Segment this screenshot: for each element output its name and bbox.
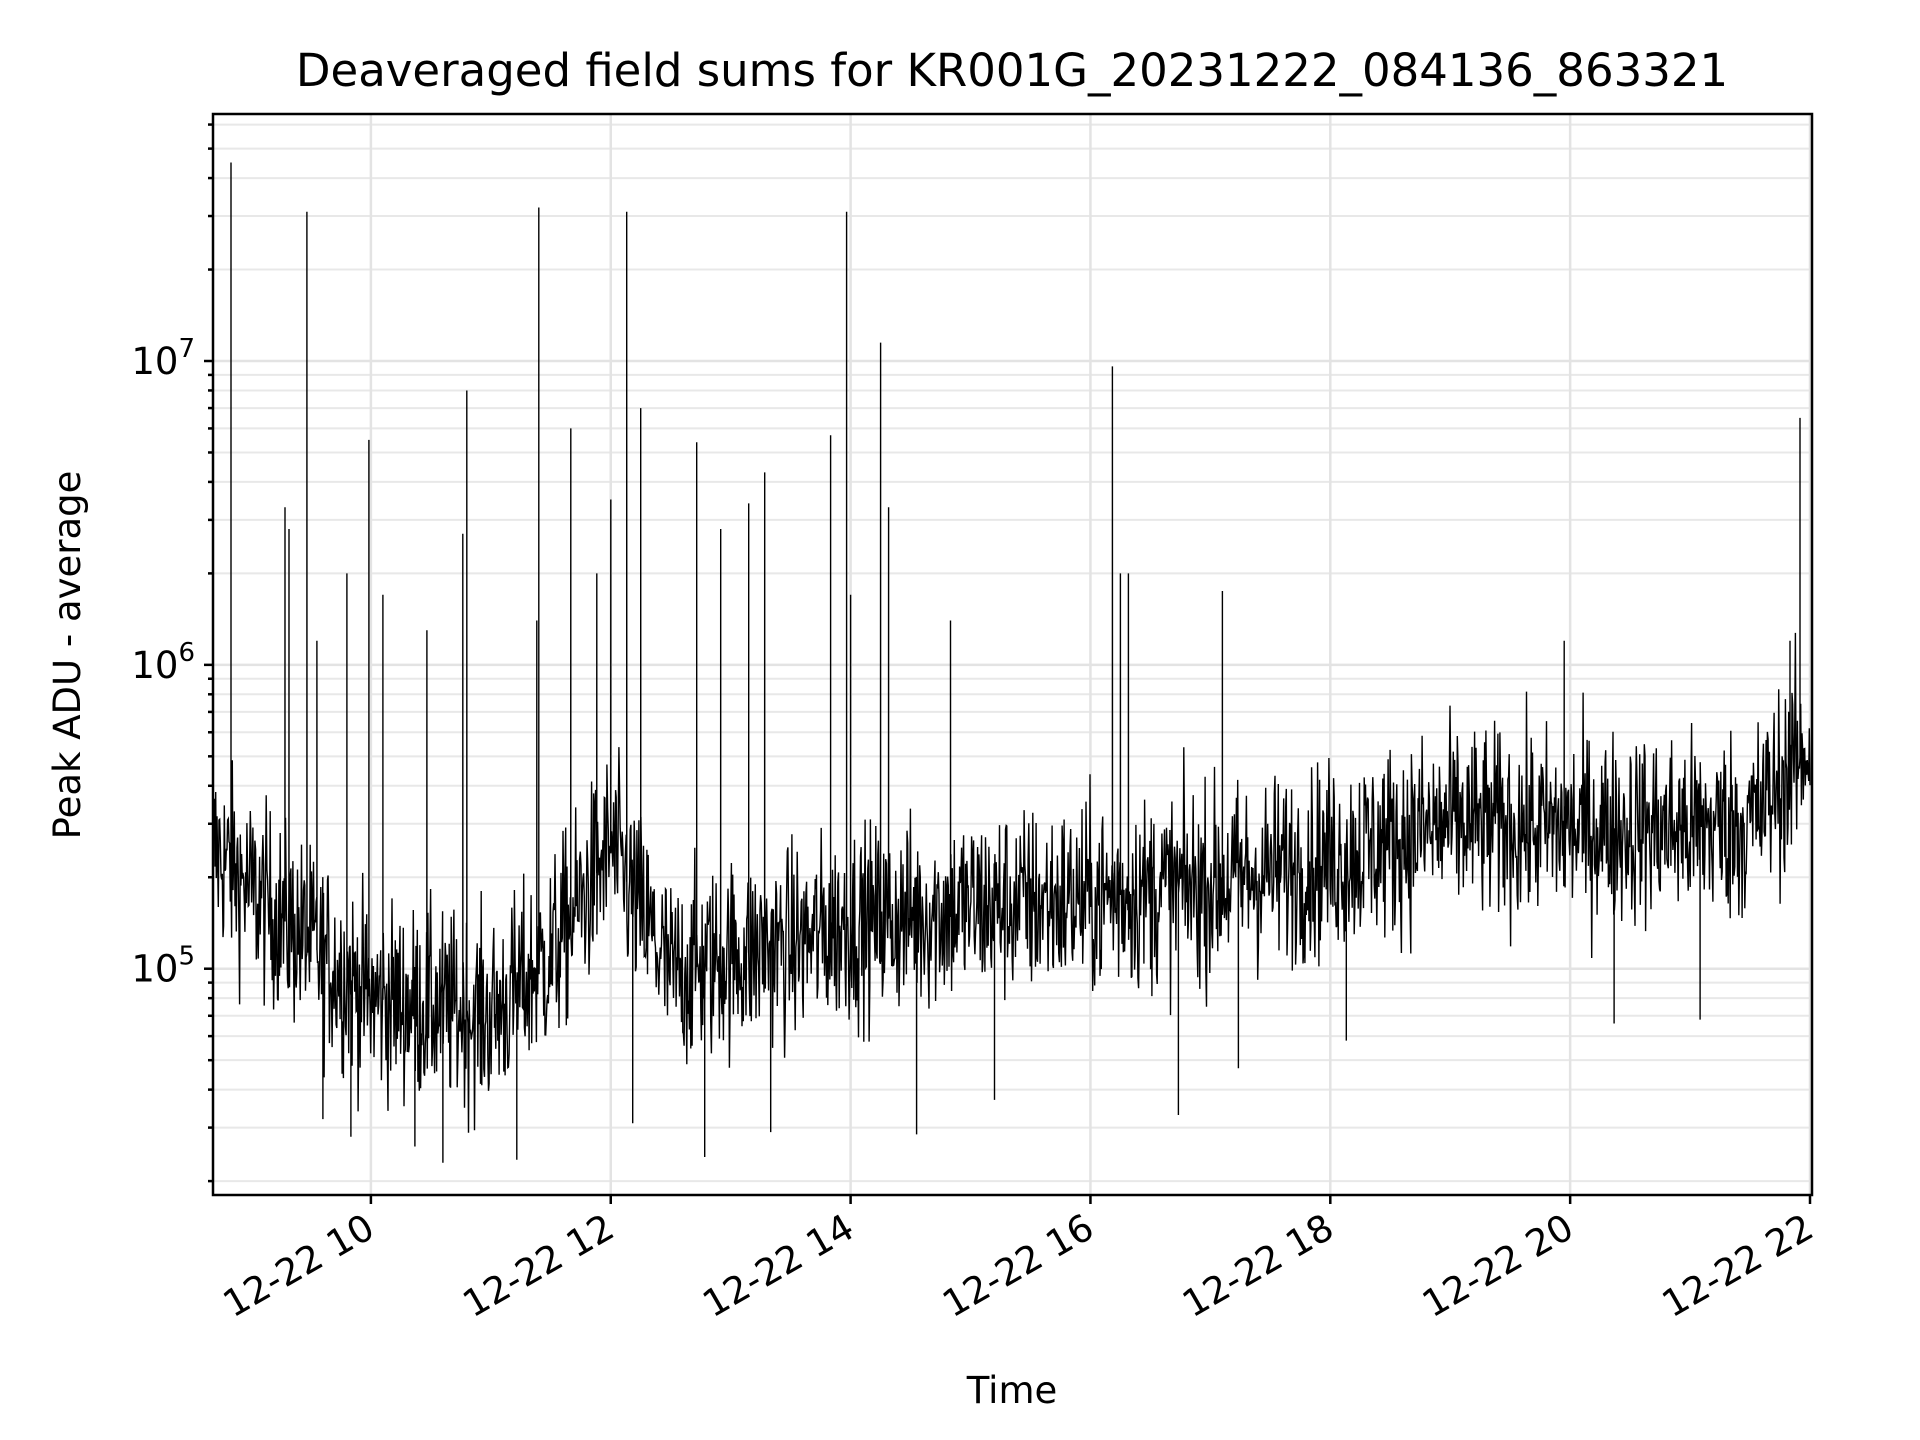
series xyxy=(212,162,1811,1163)
series-line xyxy=(212,162,1811,1163)
y-axis-label: Peak ADU - average xyxy=(46,471,89,840)
y-tick-label: 107 xyxy=(131,334,195,383)
y-tick-label-base: 10 xyxy=(131,948,178,991)
plot-frame xyxy=(211,112,1814,1197)
y-tick-label-base: 10 xyxy=(131,340,178,383)
y-tick-label: 105 xyxy=(131,942,195,991)
x-axis-label: Time xyxy=(966,1369,1058,1412)
y-tick-label: 106 xyxy=(131,638,195,687)
y-tick-label-base: 10 xyxy=(131,644,178,687)
chart-title: Deaveraged field sums for KR001G_2023122… xyxy=(296,44,1728,97)
y-tick-label-exponent: 5 xyxy=(178,942,195,972)
y-tick-label-exponent: 6 xyxy=(178,638,195,668)
y-tick-label-exponent: 7 xyxy=(178,334,195,364)
